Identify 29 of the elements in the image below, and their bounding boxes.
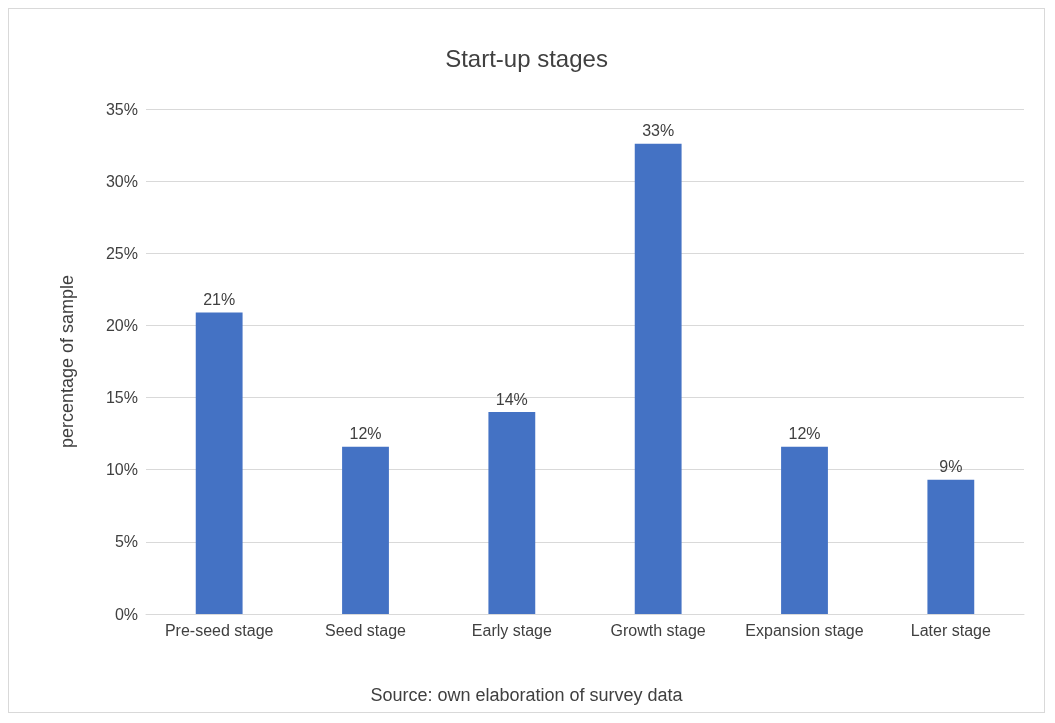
x-tick-label: Expansion stage — [745, 621, 864, 639]
y-axis-title: percentage of sample — [57, 274, 77, 449]
data-label: 12% — [788, 425, 821, 443]
chart-title: Start-up stages — [445, 44, 608, 72]
y-tick-label: 30% — [105, 172, 138, 190]
x-tick-label: Seed stage — [325, 621, 407, 639]
bar — [634, 143, 682, 614]
data-label: 33% — [642, 122, 675, 140]
y-tick-label: 25% — [105, 244, 138, 262]
bar — [927, 479, 975, 614]
y-tick-label: 10% — [105, 461, 138, 479]
x-tick-label: Pre-seed stage — [164, 621, 274, 639]
y-tick-label: 35% — [105, 100, 138, 118]
data-label: 21% — [203, 290, 236, 308]
y-tick-label: 20% — [105, 316, 138, 334]
x-tick-label: Growth stage — [610, 621, 706, 639]
source-note: Source: own elaboration of survey data — [370, 685, 684, 705]
y-tick-label: 5% — [114, 533, 138, 551]
x-tick-label: Early stage — [471, 621, 552, 639]
y-tick-label: 15% — [105, 389, 138, 407]
bar — [781, 446, 828, 614]
bar — [342, 446, 389, 614]
bar — [195, 312, 243, 614]
y-tick-label: 0% — [114, 605, 138, 623]
data-label: 14% — [495, 390, 528, 408]
x-tick-label: Later stage — [910, 621, 991, 639]
data-label: 9% — [939, 458, 963, 476]
data-label: 12% — [349, 425, 382, 443]
bar — [488, 412, 536, 614]
